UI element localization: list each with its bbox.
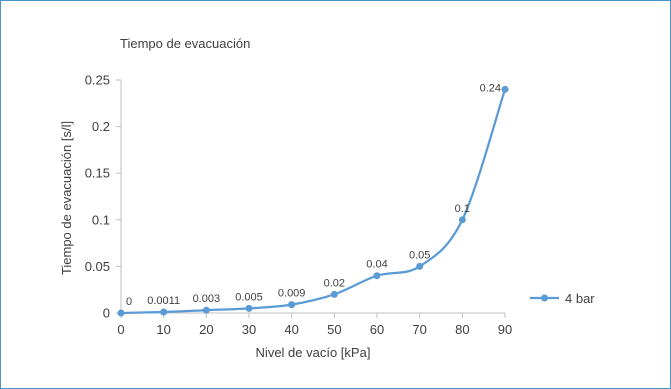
y-tick-label: 0.2 <box>92 119 110 134</box>
axes <box>120 80 505 314</box>
data-point <box>373 272 381 280</box>
x-tick-label: 90 <box>498 322 512 337</box>
series-line-4-bar <box>120 88 507 315</box>
data-point <box>117 309 125 317</box>
chart-title: Tiempo de evacuación <box>120 36 250 51</box>
legend-label: 4 bar <box>565 291 595 306</box>
x-tick-label: 80 <box>455 322 469 337</box>
x-tick-label: 20 <box>199 322 213 337</box>
data-label: 0.04 <box>366 259 387 271</box>
data-label: 0.02 <box>324 277 345 289</box>
x-tick-label: 70 <box>412 322 426 337</box>
data-point <box>160 308 168 316</box>
legend-marker-icon <box>541 294 548 302</box>
data-point <box>416 262 424 270</box>
x-tick-label: 10 <box>156 322 170 337</box>
data-label: 0 <box>126 296 132 308</box>
data-point <box>458 216 466 224</box>
data-label: 0.009 <box>278 288 306 300</box>
x-axis-label: Nivel de vacío [kPa] <box>256 345 371 360</box>
y-axis-label: Tiempo de evacuación [s/l] <box>59 121 74 275</box>
data-point <box>245 304 253 312</box>
y-tick-label: 0.25 <box>85 73 110 88</box>
data-labels: 0 0.0011 0.003 0.005 0.009 0.02 0.04 0.05 0.1 0.2… <box>126 82 501 308</box>
data-point <box>288 301 296 309</box>
x-axis-ticks: 0 10 20 30 40 50 60 70 80 90 <box>117 313 512 337</box>
data-point <box>501 85 509 93</box>
data-label: 0.1 <box>455 203 470 215</box>
legend: 4 bar <box>530 291 595 306</box>
y-tick-label: 0.05 <box>85 259 110 274</box>
y-tick-label: 0 <box>103 306 110 321</box>
y-axis-ticks: 0 0.05 0.1 0.15 0.2 0.25 <box>85 73 121 321</box>
data-label: 0.24 <box>480 82 501 94</box>
x-tick-label: 50 <box>327 322 341 337</box>
data-points <box>117 85 509 317</box>
data-point <box>202 306 210 314</box>
x-tick-label: 0 <box>117 322 124 337</box>
data-label: 0.003 <box>193 293 221 305</box>
x-tick-label: 40 <box>284 322 298 337</box>
data-label: 0.005 <box>235 291 263 303</box>
data-label: 0.05 <box>409 249 430 261</box>
x-tick-label: 60 <box>370 322 384 337</box>
data-label: 0.0011 <box>147 295 180 307</box>
y-tick-label: 0.15 <box>85 166 110 181</box>
x-tick-label: 30 <box>242 322 256 337</box>
data-point <box>330 290 338 298</box>
y-tick-label: 0.1 <box>92 212 110 227</box>
